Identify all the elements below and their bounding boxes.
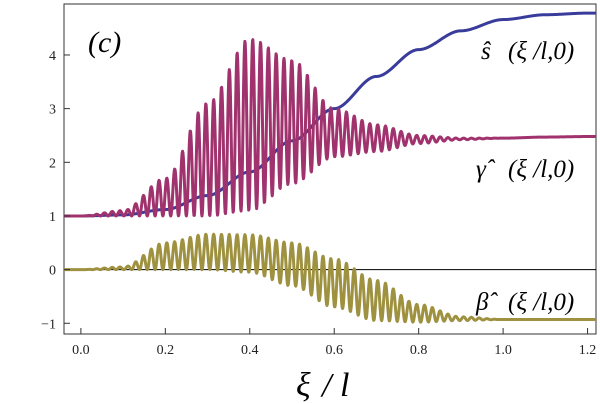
y-tick-label: 3 bbox=[49, 103, 56, 118]
plot-area: 0.0 0.2 0.4 0.6 0.8 1.0 1.2 −1 0 1 2 3 4 bbox=[41, 3, 598, 358]
y-tick-label: 0 bbox=[49, 264, 56, 279]
y-tick-label: 2 bbox=[49, 156, 56, 171]
series-line-gamma-hat bbox=[62, 38, 598, 218]
panel-label: (c) bbox=[88, 26, 121, 59]
label-s-symbol: ŝ bbox=[481, 38, 491, 65]
x-tick-label: 0.2 bbox=[157, 343, 175, 358]
x-tick-label: 1.0 bbox=[494, 343, 512, 358]
label-beta-args: (ξ /l,0) bbox=[508, 289, 574, 316]
label-s-hat: ŝ (ξ /l,0) bbox=[481, 38, 574, 65]
y-tick-label: 1 bbox=[49, 210, 56, 225]
y-tick-label: 4 bbox=[49, 49, 56, 64]
x-tick-label: 0.6 bbox=[325, 343, 343, 358]
ticks-layer: 0.0 0.2 0.4 0.6 0.8 1.0 1.2 −1 0 1 2 3 4 bbox=[41, 49, 596, 358]
label-gamma-args: (ξ /l,0) bbox=[508, 156, 574, 183]
label-s-args: (ξ /l,0) bbox=[508, 38, 574, 65]
x-tick-label: 0.8 bbox=[410, 343, 428, 358]
x-tick-label: 0.4 bbox=[241, 343, 259, 358]
series-line-beta-hat bbox=[62, 232, 598, 324]
series-layer bbox=[62, 11, 598, 324]
x-axis-title: ξ / l bbox=[296, 367, 349, 404]
plot-frame bbox=[63, 3, 597, 335]
x-axis-title-slash-l: / l bbox=[320, 367, 349, 404]
x-tick-label: 1.2 bbox=[579, 343, 597, 358]
x-tick-label: 0.0 bbox=[72, 343, 90, 358]
x-axis-title-xi: ξ bbox=[296, 367, 311, 404]
y-tick-label: −1 bbox=[41, 317, 56, 332]
